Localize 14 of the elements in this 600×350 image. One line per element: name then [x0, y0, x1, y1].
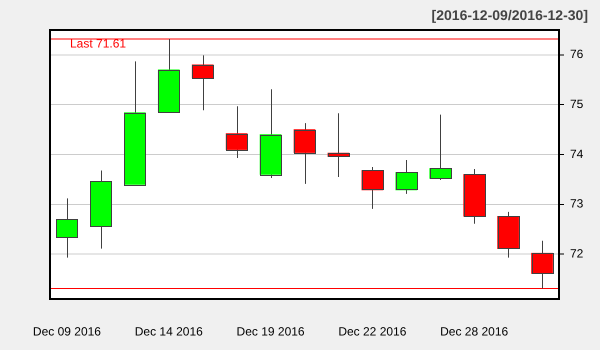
candlestick [294, 122, 316, 184]
y-tick-label: 73 [570, 196, 584, 211]
x-tick-label: Dec 09 2016 [32, 324, 102, 339]
x-tick-label: Dec 28 2016 [440, 324, 509, 339]
x-tick-label: Dec 22 2016 [338, 324, 407, 339]
y-tick-label: 74 [570, 146, 584, 161]
y-tick-label: 76 [570, 47, 584, 62]
chart-subtitle: [2016-12-09/2016-12-30] [432, 7, 588, 23]
y-tick-label: 72 [570, 246, 584, 260]
candlestick [56, 198, 78, 258]
y-tick-label: 75 [570, 97, 584, 112]
annotation: Last 71.61 [70, 36, 126, 50]
x-tick-label: Dec 19 2016 [236, 324, 305, 339]
x-tick-label: Dec 14 2016 [134, 324, 204, 339]
